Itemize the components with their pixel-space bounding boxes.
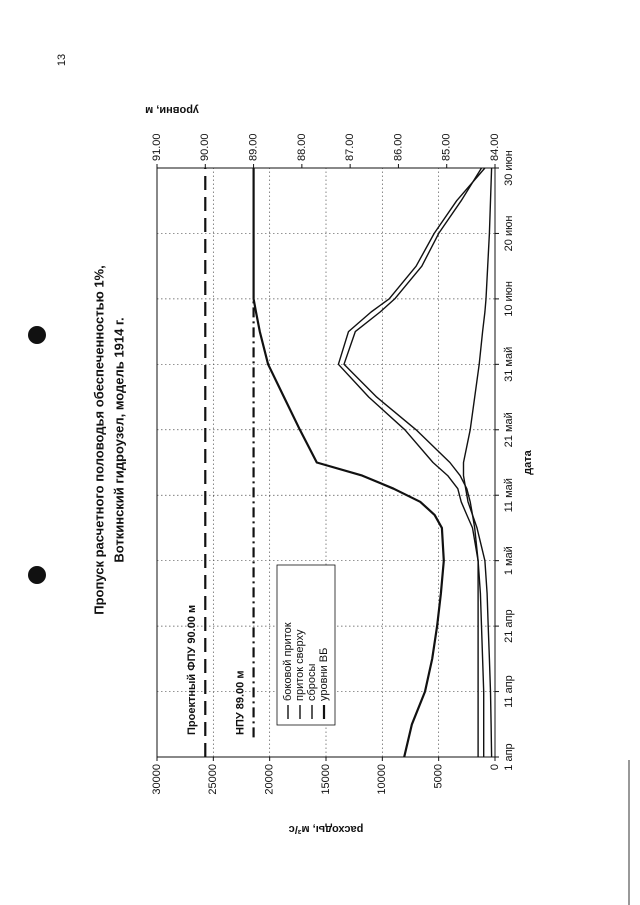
x-tick-label: 11 май [503, 478, 515, 512]
legend-label: приток сверху [294, 629, 306, 701]
legend-label: уровни ВБ [318, 648, 330, 701]
y-axis-title: расходы, м³/с [289, 823, 364, 835]
x-tick-label: 20 июн [503, 216, 515, 252]
x-tick-label: 30 июн [503, 150, 515, 186]
x-tick-label: 1 май [503, 546, 515, 575]
x-axis-title: дата [522, 449, 534, 474]
y2-tick-label: 88.00 [296, 133, 308, 161]
legend-box [276, 564, 336, 726]
x-tick-label: 31 май [503, 347, 515, 382]
y-tick-label: 5000 [433, 764, 445, 788]
reference-label: Проектный ФПУ 90.00 м [186, 605, 198, 735]
punch-hole [28, 566, 46, 584]
chart-subtitle: Воткинский гидроузел, модель 1914 г. [111, 317, 126, 562]
plot-frame [156, 167, 496, 758]
y2-tick-label: 87.00 [344, 133, 356, 161]
y2-tick-label: 89.00 [247, 133, 259, 161]
reference-label: НПУ 89.00 м [234, 671, 246, 735]
y-tick-label: 0 [489, 764, 501, 770]
legend-label: боковой приток [282, 622, 294, 701]
y2-tick-label: 90.00 [199, 133, 211, 161]
y-tick-label: 20000 [264, 764, 276, 795]
x-tick-label: 21 апр [503, 609, 515, 642]
y2-tick-label: 91.00 [151, 133, 163, 161]
series-line [337, 167, 486, 757]
y2-tick-label: 86.00 [392, 133, 404, 161]
chart-title: Пропуск расчетного половодья обеспеченно… [91, 265, 106, 614]
y2-tick-label: 85.00 [441, 133, 453, 161]
x-tick-label: 10 июн [503, 281, 515, 317]
rotated-chart: 13 Пропуск расчетного половодья обеспече… [56, 54, 534, 835]
x-tick-label: 21 май [503, 412, 515, 447]
y-tick-label: 30000 [151, 764, 163, 795]
x-tick-label: 1 апр [503, 743, 515, 770]
y2-axis-title: уровни, м [145, 104, 199, 116]
series-line [343, 167, 483, 757]
page-number: 13 [56, 54, 68, 66]
y2-tick-label: 84.00 [489, 133, 501, 161]
series-line [462, 167, 493, 758]
y-tick-label: 15000 [320, 764, 332, 795]
punch-hole [28, 326, 46, 344]
legend: боковой приток приток сверху сбросы уровни … [276, 564, 336, 726]
legend-label: сбросы [306, 663, 318, 701]
y-tick-label: 10000 [376, 764, 388, 795]
x-tick-label: 11 апр [503, 675, 515, 708]
series-line [252, 168, 445, 758]
y-tick-label: 25000 [207, 764, 219, 795]
